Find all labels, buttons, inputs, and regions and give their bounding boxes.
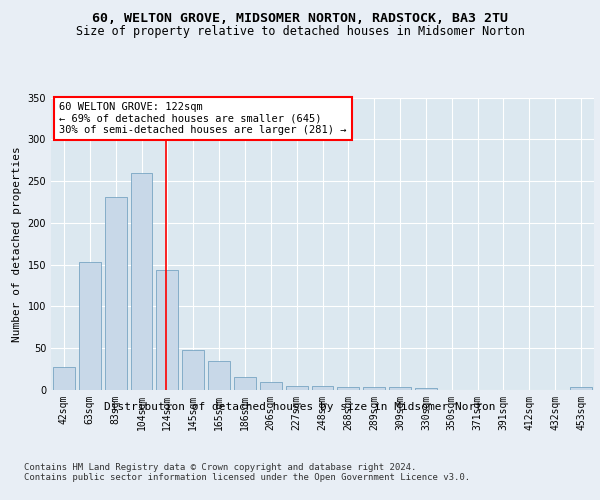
- Bar: [286, 386, 308, 390]
- Bar: [208, 361, 230, 390]
- Bar: [234, 378, 256, 390]
- Bar: [337, 388, 359, 390]
- Bar: [311, 386, 334, 390]
- Text: 60 WELTON GROVE: 122sqm
← 69% of detached houses are smaller (645)
30% of semi-d: 60 WELTON GROVE: 122sqm ← 69% of detache…: [59, 102, 347, 135]
- Bar: [131, 172, 152, 390]
- Text: Distribution of detached houses by size in Midsomer Norton: Distribution of detached houses by size …: [104, 402, 496, 412]
- Bar: [157, 270, 178, 390]
- Bar: [363, 388, 385, 390]
- Bar: [389, 388, 411, 390]
- Bar: [79, 262, 101, 390]
- Bar: [415, 388, 437, 390]
- Text: 60, WELTON GROVE, MIDSOMER NORTON, RADSTOCK, BA3 2TU: 60, WELTON GROVE, MIDSOMER NORTON, RADST…: [92, 12, 508, 26]
- Bar: [570, 388, 592, 390]
- Bar: [182, 350, 204, 390]
- Bar: [260, 382, 282, 390]
- Bar: [53, 368, 75, 390]
- Y-axis label: Number of detached properties: Number of detached properties: [12, 146, 22, 342]
- Text: Contains HM Land Registry data © Crown copyright and database right 2024.
Contai: Contains HM Land Registry data © Crown c…: [24, 462, 470, 482]
- Text: Size of property relative to detached houses in Midsomer Norton: Size of property relative to detached ho…: [76, 25, 524, 38]
- Bar: [104, 197, 127, 390]
